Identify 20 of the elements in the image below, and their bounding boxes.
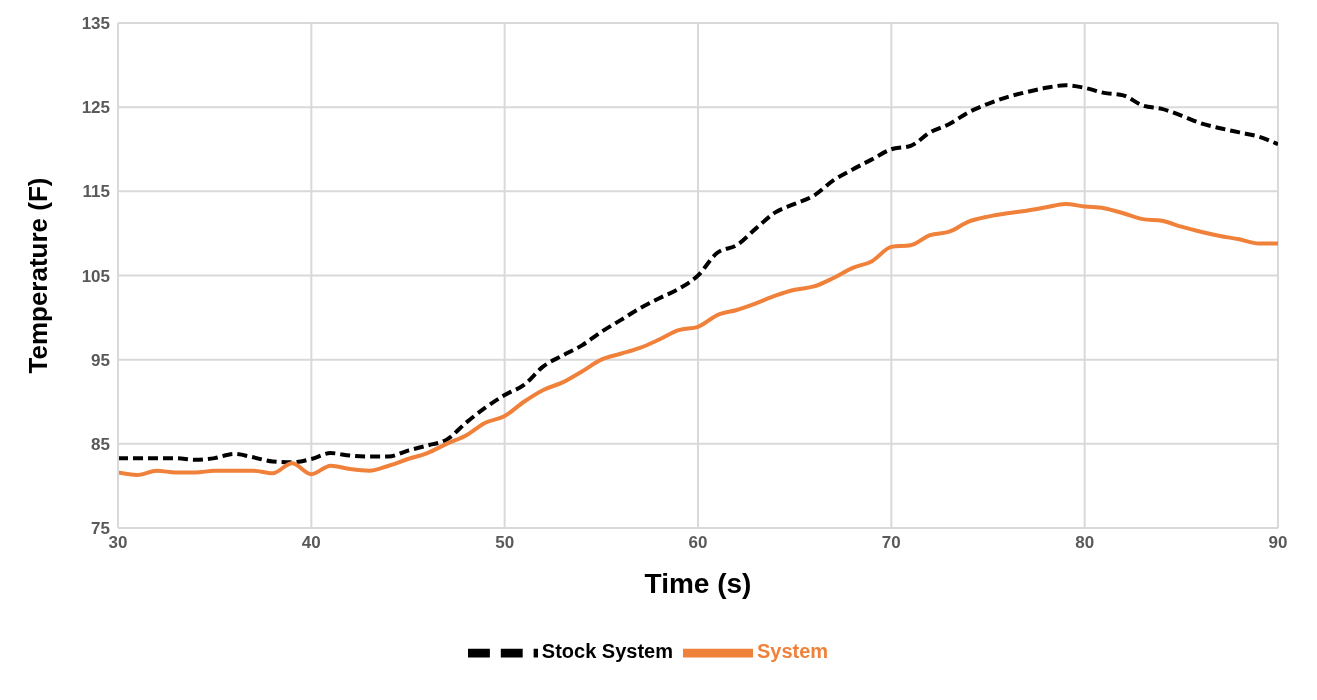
y-tick-label: 75 — [91, 519, 110, 539]
x-tick-label: 90 — [1268, 533, 1288, 553]
x-tick-label: 40 — [301, 533, 321, 553]
y-tick-label: 85 — [91, 434, 110, 454]
x-tick-label: 60 — [688, 533, 708, 553]
line-series — [118, 201, 1278, 477]
y-tick-label: 105 — [81, 266, 110, 286]
y-axis-title: Temperature (F) — [23, 177, 54, 374]
line-series — [118, 83, 1278, 465]
y-tick-label: 115 — [82, 182, 110, 202]
legend-label: System — [757, 640, 829, 663]
y-tick-label: 95 — [91, 350, 110, 370]
x-axis-title: Time (s) — [644, 568, 752, 599]
x-tick-label: 70 — [881, 533, 901, 553]
legend-label: Stock System — [541, 640, 673, 663]
x-tick-label: 30 — [108, 533, 128, 553]
x-tick-label: 80 — [1075, 533, 1095, 553]
x-tick-label: 50 — [495, 533, 515, 553]
y-tick-label: 135 — [81, 14, 110, 34]
y-tick-label: 125 — [81, 98, 110, 118]
